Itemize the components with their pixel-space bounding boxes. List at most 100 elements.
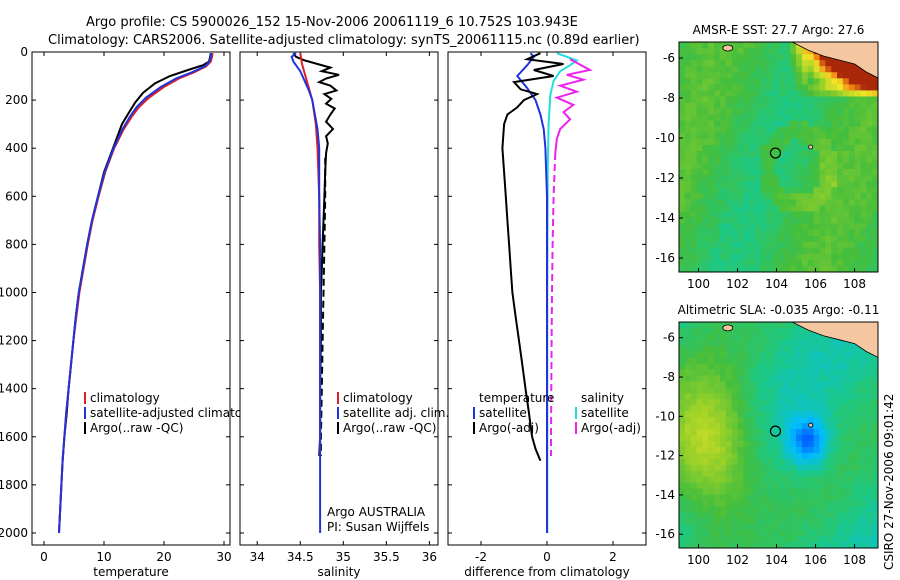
sst_map-cell	[725, 253, 733, 261]
sla_map-cell	[807, 381, 815, 389]
sst_map-cell	[749, 114, 756, 122]
sst_map-cell	[766, 108, 774, 116]
sla_map-cell	[684, 357, 692, 365]
sst_map-cell	[831, 241, 838, 249]
sla_map-cell	[679, 524, 686, 531]
sla_map-cell	[725, 500, 733, 507]
sst_map-cell	[702, 181, 709, 188]
sst_map-cell	[679, 217, 686, 225]
sla_map-cell	[708, 446, 715, 454]
sla_map-cell	[813, 440, 821, 448]
sst_map-cell	[866, 90, 873, 98]
sla_map-cell	[825, 500, 832, 507]
sla_map-cell	[731, 381, 739, 389]
sla_map-cell	[737, 446, 744, 454]
sst_map-cell	[837, 144, 844, 152]
sla_map-cell	[696, 488, 704, 496]
sla_map-cell	[755, 446, 762, 454]
sst_map-cell	[784, 247, 791, 255]
sst_map-cell	[837, 235, 844, 243]
sla_map-cell	[737, 518, 744, 525]
sla_map-cell	[749, 327, 756, 335]
sla_map-cell	[702, 429, 709, 436]
sst_map-cell	[778, 211, 785, 219]
sst_map-cell	[866, 193, 873, 200]
sst_map-cell	[743, 235, 750, 243]
sla_map-cell	[743, 351, 750, 359]
sla_map-cell	[872, 363, 878, 371]
sst_map-cell	[860, 247, 867, 255]
sla_map-cell	[837, 405, 844, 412]
sla_map-cell	[760, 381, 768, 389]
sla_map-cell	[737, 405, 744, 412]
sst_map-cell	[760, 157, 768, 164]
sst_map-cell	[831, 223, 838, 231]
sst_map-cell	[766, 241, 774, 249]
sst_map-cell	[760, 144, 768, 152]
sla_map-cell	[731, 518, 739, 525]
sst_map-cell	[714, 193, 721, 200]
sla_map-cell	[819, 405, 826, 412]
sst_map-cell	[796, 84, 803, 92]
sst_map-cell	[801, 150, 809, 158]
sla_map-cell	[842, 405, 850, 412]
sla_map-cell	[731, 333, 739, 341]
sla_map-cell	[772, 482, 780, 490]
sla_map-cell	[837, 387, 844, 394]
sla_map-cell	[819, 458, 826, 466]
difference-temp-legend-label-0: temperature	[479, 391, 554, 405]
sla_map-cell	[719, 458, 727, 466]
sst_map-cell	[831, 163, 838, 170]
sst_map-cell	[790, 120, 797, 128]
sla_map-cell	[679, 476, 686, 484]
sla_map-cell	[796, 351, 803, 359]
sst_map-cell	[778, 205, 785, 213]
sst_map-cell	[837, 102, 844, 110]
sla_map-cell	[825, 476, 832, 484]
sst_map-cell	[866, 247, 873, 255]
sla_map-cell	[831, 482, 838, 490]
sla_map-cell	[784, 488, 791, 496]
sla_map-cell	[679, 387, 686, 394]
sla_map-cell	[708, 405, 715, 412]
sst_map-cell	[679, 223, 686, 231]
sst_map-cell	[731, 60, 739, 67]
sst_map-cell	[837, 229, 844, 237]
sla_map-cell	[749, 524, 756, 531]
sla_map-cell	[813, 381, 821, 389]
sst_map-cell	[784, 193, 791, 200]
sla_map-cell	[825, 530, 832, 537]
sst_map-cell	[743, 90, 750, 98]
sst_map-cell	[772, 66, 780, 73]
salinity-xtick-label: 34.5	[287, 550, 314, 564]
sla_map-cell	[796, 476, 803, 484]
sla_map-cell	[684, 375, 692, 383]
sst_map-cell	[708, 126, 715, 134]
sla_map-cell	[731, 351, 739, 359]
sst_map-island-west	[722, 44, 734, 52]
sst_map-cell	[749, 60, 756, 67]
sst_map-cell	[760, 175, 768, 182]
sla_map-cell	[778, 452, 785, 460]
sst_map-cell	[719, 169, 727, 176]
sla_map-cell	[749, 440, 756, 448]
sla_map-cell	[755, 530, 762, 537]
sst_map-cell	[725, 138, 733, 146]
sla_map-cell	[819, 512, 826, 519]
sla_map-cell	[772, 351, 780, 359]
sst_map-cell	[719, 96, 727, 104]
sst_map-cell	[860, 169, 867, 176]
sla_map-cell	[766, 482, 774, 490]
sla_map-cell	[842, 339, 850, 347]
sla_map-cell	[813, 512, 821, 519]
sst_map-cell	[696, 169, 704, 176]
sst_map-cell	[760, 42, 768, 49]
sla_map-cell	[737, 476, 744, 484]
sla_map-cell	[854, 345, 862, 353]
sst_map-cell	[778, 78, 785, 85]
sla_map-cell	[842, 536, 850, 543]
sla_map-cell	[679, 518, 686, 525]
sst_map-cell	[749, 120, 756, 128]
sst_map-cell	[702, 60, 709, 67]
sla_map-cell	[737, 530, 744, 537]
